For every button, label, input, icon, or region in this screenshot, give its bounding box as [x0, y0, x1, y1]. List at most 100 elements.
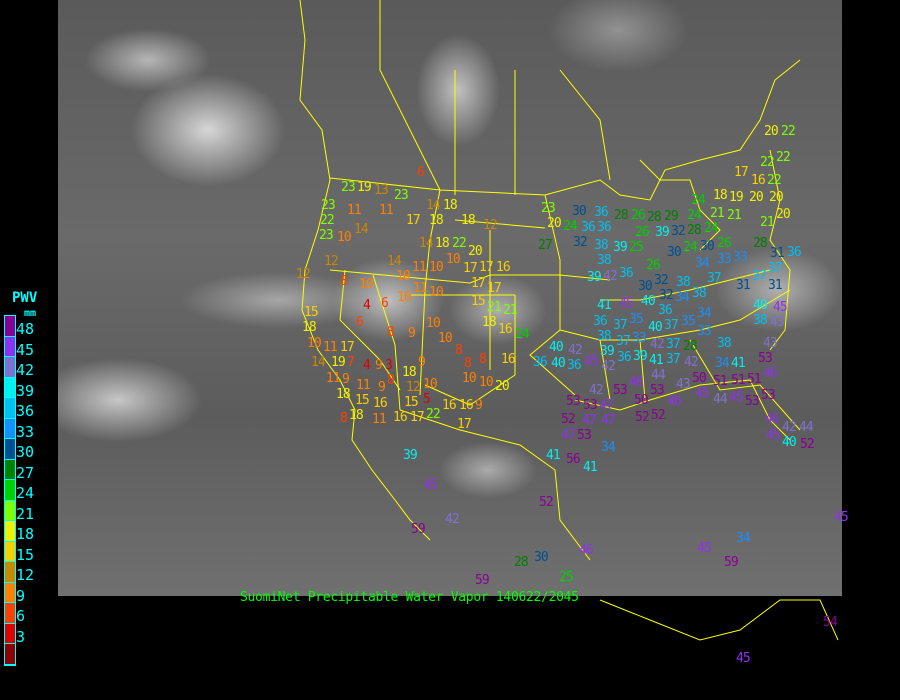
- station-pwv-value: 36: [617, 350, 632, 365]
- station-pwv-value: 22: [767, 173, 782, 188]
- station-pwv-value: 50: [634, 393, 649, 408]
- station-pwv-value: 43: [676, 377, 691, 392]
- color-scale-label: 42: [16, 361, 35, 379]
- station-pwv-value: 10: [397, 290, 412, 305]
- station-pwv-value: 42: [782, 420, 797, 435]
- station-pwv-value: 17: [471, 276, 486, 291]
- station-pwv-value: 22: [760, 155, 775, 170]
- legend-title: PWV: [12, 290, 38, 306]
- color-scale-swatch: [5, 357, 15, 378]
- station-pwv-value: 26: [635, 225, 650, 240]
- station-pwv-value: 22: [776, 150, 791, 165]
- station-pwv-value: 33: [632, 331, 647, 346]
- station-pwv-value: 22: [781, 124, 796, 139]
- station-pwv-value: 36: [619, 266, 634, 281]
- station-pwv-value: 36: [567, 358, 582, 373]
- station-pwv-value: 17: [457, 417, 472, 432]
- station-pwv-value: 38: [692, 286, 707, 301]
- border-line: [419, 189, 441, 396]
- station-pwv-value: 15: [404, 395, 419, 410]
- station-pwv-value: 11: [413, 281, 428, 296]
- station-pwv-value: 26: [717, 236, 732, 251]
- station-pwv-value: 42: [650, 337, 665, 352]
- color-scale-swatch: [5, 562, 15, 583]
- station-pwv-value: 18: [482, 315, 497, 330]
- station-pwv-value: 10: [438, 331, 453, 346]
- station-pwv-value: 16: [393, 410, 408, 425]
- color-scale-label: 39: [16, 381, 35, 400]
- station-pwv-value: 45: [423, 478, 438, 493]
- station-pwv-value: 17: [734, 165, 749, 180]
- station-pwv-value: 39: [613, 240, 628, 255]
- station-pwv-value: 19: [331, 355, 346, 370]
- station-pwv-value: 40: [641, 294, 656, 309]
- color-scale-label: 15: [16, 545, 35, 564]
- station-pwv-value: 59: [411, 522, 426, 537]
- station-pwv-value: 38: [676, 275, 691, 290]
- station-pwv-value: 52: [635, 410, 650, 425]
- station-pwv-value: 5: [423, 392, 431, 407]
- station-pwv-value: 36: [533, 355, 548, 370]
- station-pwv-value: 18: [443, 198, 458, 213]
- station-pwv-value: 34: [601, 440, 616, 455]
- station-pwv-value: 36: [597, 220, 612, 235]
- station-pwv-value: 17: [340, 340, 355, 355]
- station-pwv-value: 3: [385, 358, 393, 373]
- station-pwv-value: 21: [760, 215, 775, 230]
- station-pwv-value: 37: [666, 352, 681, 367]
- station-pwv-value: 27: [538, 238, 553, 253]
- station-pwv-value: 13: [374, 183, 389, 198]
- station-pwv-value: 53: [650, 383, 665, 398]
- station-pwv-value: 18: [713, 188, 728, 203]
- station-pwv-value: 36: [593, 314, 608, 329]
- station-pwv-value: 16: [496, 260, 511, 275]
- color-scale-swatch: [5, 521, 15, 542]
- station-pwv-value: 24: [563, 219, 578, 234]
- station-pwv-value: 7: [347, 355, 355, 370]
- border-line: [399, 409, 591, 561]
- color-scale-label: 27: [16, 463, 35, 482]
- station-pwv-value: 11: [412, 260, 427, 275]
- station-pwv-value: 32: [573, 235, 588, 250]
- station-pwv-value: 39: [600, 344, 615, 359]
- station-pwv-value: 59: [724, 555, 739, 570]
- station-pwv-value: 26: [631, 208, 646, 223]
- station-pwv-value: 24: [704, 221, 719, 236]
- station-pwv-value: 10: [429, 285, 444, 300]
- station-pwv-value: 16: [459, 398, 474, 413]
- station-pwv-value: 34: [695, 256, 710, 271]
- station-pwv-value: 12: [483, 218, 498, 233]
- station-pwv-value: 10: [479, 375, 494, 390]
- station-pwv-value: 18: [461, 213, 476, 228]
- station-pwv-value: 16: [501, 352, 516, 367]
- station-pwv-value: 53: [583, 398, 598, 413]
- station-pwv-value: 30: [667, 245, 682, 260]
- station-pwv-value: 31: [768, 278, 783, 293]
- station-pwv-value: 25: [559, 570, 574, 585]
- station-pwv-value: 39: [587, 270, 602, 285]
- station-pwv-value: 20: [749, 190, 764, 205]
- station-pwv-value: 8: [340, 274, 348, 289]
- border-line: [372, 274, 401, 411]
- station-pwv-value: 37: [613, 318, 628, 333]
- station-pwv-value: 44: [799, 420, 814, 435]
- station-pwv-value: 35: [681, 314, 696, 329]
- station-pwv-value: 53: [745, 394, 760, 409]
- station-pwv-value: 18: [302, 320, 317, 335]
- border-line: [600, 269, 771, 301]
- station-pwv-value: 33: [733, 250, 748, 265]
- station-pwv-value: 28: [753, 236, 768, 251]
- station-pwv-value: 45: [766, 428, 781, 443]
- station-pwv-value: 14: [311, 355, 326, 370]
- station-pwv-value: 28: [647, 210, 662, 225]
- color-scale-label: 48: [16, 320, 35, 338]
- station-pwv-value: 47: [599, 398, 614, 413]
- station-pwv-value: 11: [326, 371, 341, 386]
- station-pwv-value: 52: [539, 495, 554, 510]
- station-pwv-value: 59: [475, 573, 490, 588]
- station-pwv-value: 37: [768, 261, 783, 276]
- station-pwv-value: 45: [697, 541, 712, 556]
- station-pwv-value: 8: [455, 343, 463, 358]
